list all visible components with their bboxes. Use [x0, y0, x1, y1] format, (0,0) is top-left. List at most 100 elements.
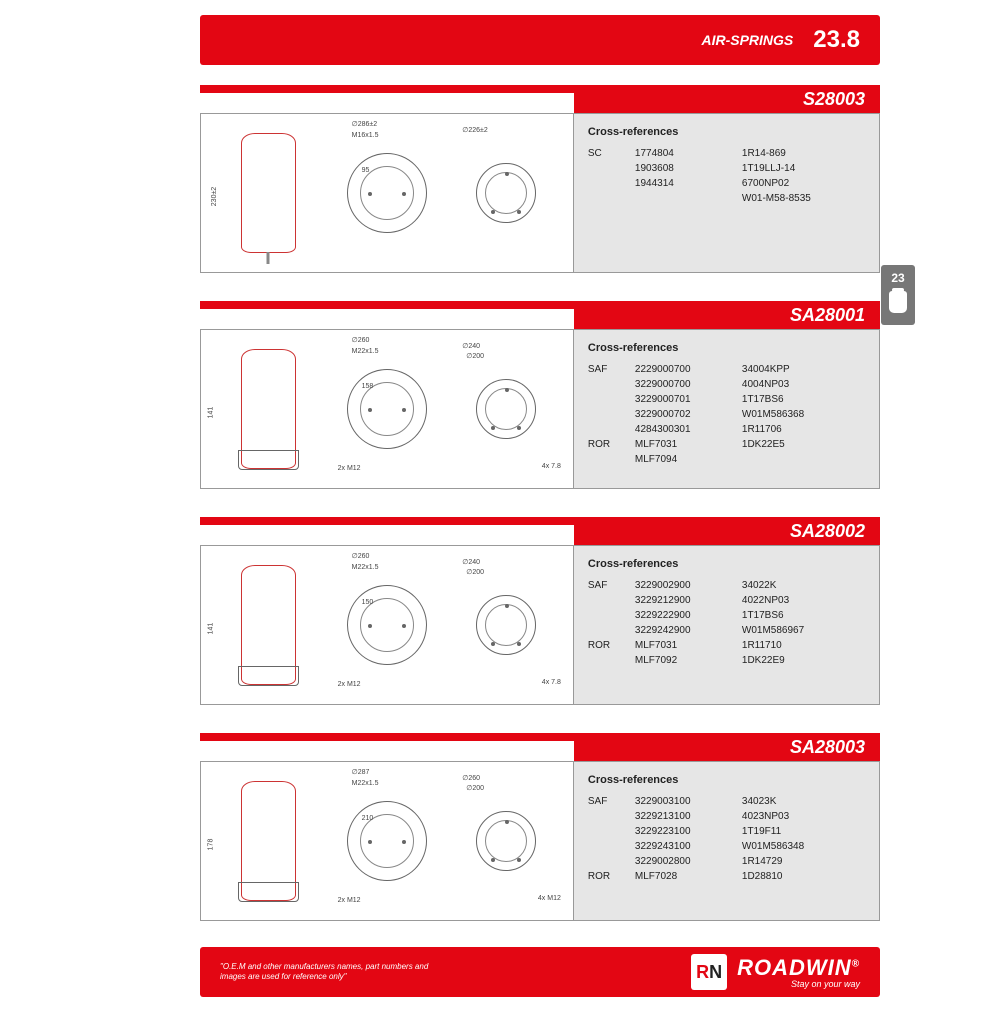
xref-brand: [588, 839, 623, 854]
xref-ref: 1R11706: [742, 422, 865, 437]
xref-code: 1774804: [635, 146, 730, 161]
xref-ref-col: 34022K4022NP031T17BS6W01M5869671R117101D…: [742, 578, 865, 668]
dim-thread: M16x1.5: [352, 132, 379, 139]
dim-bot-bolt: 4x 7.8: [542, 679, 561, 686]
partno-box: S28003: [574, 85, 880, 113]
technical-diagram: 141 ∅260 M22x1.5 2x M12 158: [201, 330, 574, 488]
xref-title: Cross-references: [588, 342, 865, 354]
xref-brand: [588, 608, 623, 623]
xref-code-col: 3229002900322921290032292229003229242900…: [635, 578, 730, 668]
xref-code: 3229212900: [635, 593, 730, 608]
bottom-plate: [476, 595, 536, 655]
bottom-plate: [476, 379, 536, 439]
part-number: SA28003: [790, 737, 865, 758]
dim-bot-dia1: ∅240: [462, 558, 480, 566]
side-view: 178: [213, 770, 324, 912]
dim-thread: M22x1.5: [352, 780, 379, 787]
xref-brand: SAF: [588, 362, 623, 377]
xref-ref-col: 34023K4023NP031T19F11W01M5863481R147291D…: [742, 794, 865, 884]
dim-top-dia: ∅260: [352, 336, 370, 344]
xref-ref: W01M586368: [742, 407, 865, 422]
xref-ref: 1DK22E9: [742, 653, 865, 668]
xref-brand: [588, 653, 623, 668]
xref-columns: SC 177480419036081944314 1R14-8691T19LLJ…: [588, 146, 865, 206]
brand-name: ROADWIN®: [737, 955, 860, 981]
dim-height: 141: [207, 407, 214, 419]
xref-code: 3229243100: [635, 839, 730, 854]
xref-columns: SAF ROR 22290007003229000700322900070132…: [588, 362, 865, 467]
xref-ref: 1D28810: [742, 869, 865, 884]
bottom-view: ∅260 ∅200 4x M12: [450, 770, 561, 912]
section-number: 23.8: [813, 26, 860, 54]
xref-ref: 1T19F11: [742, 824, 865, 839]
xref-brand-col: SC: [588, 146, 623, 206]
dim-bolt: 2x M12: [338, 681, 361, 688]
dim-bolt: 2x M12: [338, 465, 361, 472]
technical-diagram: 178 ∅287 M22x1.5 2x M12 210: [201, 762, 574, 920]
top-plate: [347, 153, 427, 233]
part-number: S28003: [803, 89, 865, 110]
disclaimer-text: "O.E.M and other manufacturers names, pa…: [220, 962, 450, 983]
xref-code: 3229222900: [635, 608, 730, 623]
product-header: SA28002: [200, 517, 880, 545]
dim-offset: 150: [362, 599, 374, 606]
bottom-view: ∅240 ∅200 4x 7.8: [450, 554, 561, 696]
product-card: S28003 230±2 ∅286±2 M16x1.5 95: [200, 85, 880, 273]
xref-code: 2229000700: [635, 362, 730, 377]
xref-code: 3229000702: [635, 407, 730, 422]
cross-reference-panel: Cross-references SC 17748041903608194431…: [574, 114, 879, 272]
dim-bolt: 2x M12: [338, 897, 361, 904]
dim-thread: M22x1.5: [352, 348, 379, 355]
xref-code: 3229002800: [635, 854, 730, 869]
header-accent: [200, 517, 574, 525]
dim-offset: 210: [362, 815, 374, 822]
xref-brand: SC: [588, 146, 623, 161]
xref-brand: [588, 623, 623, 638]
product-body: 230±2 ∅286±2 M16x1.5 95: [200, 113, 880, 273]
xref-brand: [588, 452, 623, 467]
xref-ref-col: 34004KPP4004NP031T17BS6W01M5863681R11706…: [742, 362, 865, 467]
xref-code: 3229000701: [635, 392, 730, 407]
side-view: 230±2: [213, 122, 324, 264]
product-body: 141 ∅260 M22x1.5 2x M12 158: [200, 329, 880, 489]
dim-height: 178: [207, 839, 214, 851]
dim-offset: 158: [362, 383, 374, 390]
xref-ref: W01M586348: [742, 839, 865, 854]
side-view: 141: [213, 554, 324, 696]
top-view: ∅286±2 M16x1.5 95: [332, 122, 443, 264]
dim-bot-dia1: ∅260: [462, 774, 480, 782]
xref-code: 3229213100: [635, 809, 730, 824]
xref-brand: [588, 392, 623, 407]
xref-code-col: 3229003100322921310032292231003229243100…: [635, 794, 730, 884]
xref-ref: W01-M58-8535: [742, 191, 865, 206]
product-header: SA28003: [200, 733, 880, 761]
technical-diagram: 141 ∅260 M22x1.5 2x M12 150: [201, 546, 574, 704]
product-body: 141 ∅260 M22x1.5 2x M12 150: [200, 545, 880, 705]
category-label: AIR-SPRINGS: [701, 32, 793, 48]
xref-ref: 1T17BS6: [742, 608, 865, 623]
airspring-outline: [241, 781, 296, 901]
tab-number: 23: [891, 271, 904, 285]
dim-top-dia: ∅287: [352, 768, 370, 776]
xref-ref: 6700NP02: [742, 176, 865, 191]
xref-brand: [588, 407, 623, 422]
xref-ref: 34022K: [742, 578, 865, 593]
xref-brand: ROR: [588, 638, 623, 653]
xref-ref: W01M586967: [742, 623, 865, 638]
part-number: SA28002: [790, 521, 865, 542]
xref-ref: 1R11710: [742, 638, 865, 653]
header-accent: [200, 733, 574, 741]
xref-ref: 1R14729: [742, 854, 865, 869]
brand-block: RN ROADWIN® Stay on your way: [691, 954, 860, 990]
header-accent: [200, 301, 574, 309]
brand-logo: RN: [691, 954, 727, 990]
top-view: ∅260 M22x1.5 2x M12 158: [332, 338, 443, 480]
dim-thread: M22x1.5: [352, 564, 379, 571]
xref-ref: 4022NP03: [742, 593, 865, 608]
dim-bot-bolt: 4x 7.8: [542, 463, 561, 470]
xref-brand: [588, 176, 623, 191]
bottom-view: ∅226±2: [450, 122, 561, 264]
xref-ref: 1T17BS6: [742, 392, 865, 407]
dim-bot-dia1: ∅226±2: [462, 126, 488, 134]
part-number: SA28001: [790, 305, 865, 326]
